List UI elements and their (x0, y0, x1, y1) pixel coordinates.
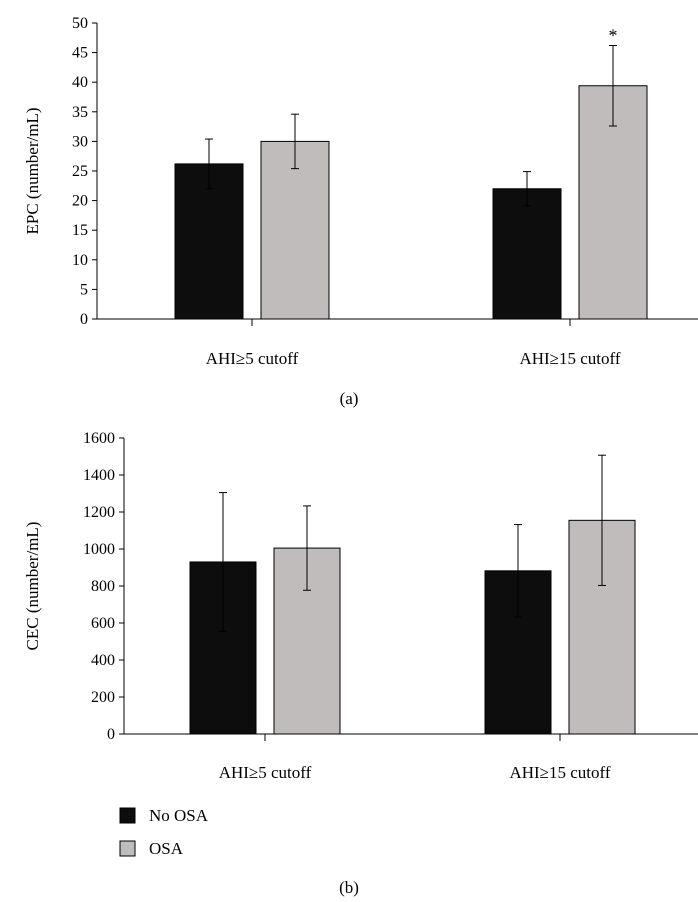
y-tick-label: 400 (91, 652, 115, 669)
bar (174, 163, 244, 320)
y-tick-label: 600 (91, 615, 115, 632)
x-tick-label: AHI≥5 cutoff (219, 763, 312, 782)
bar (260, 140, 330, 320)
y-tick-label: 10 (72, 252, 88, 269)
x-tick-label: AHI≥15 cutoff (519, 349, 620, 368)
y-tick-label: 1200 (83, 504, 115, 521)
y-tick-label: 0 (107, 726, 115, 743)
legend-label: No OSA (149, 806, 209, 825)
y-axis-label: EPC (number/mL) (23, 107, 42, 234)
panel-caption: (a) (340, 389, 359, 408)
y-tick-label: 1400 (83, 467, 115, 484)
y-tick-label: 0 (80, 311, 88, 328)
y-tick-label: 40 (72, 74, 88, 91)
y-tick-label: 15 (72, 222, 88, 239)
x-tick-label: AHI≥15 cutoff (509, 763, 610, 782)
y-tick-label: 50 (72, 15, 88, 32)
bar (492, 188, 562, 320)
y-tick-label: 30 (72, 133, 88, 150)
legend-label: OSA (149, 839, 184, 858)
y-tick-label: 1000 (83, 541, 115, 558)
y-tick-label: 1600 (83, 430, 115, 447)
y-tick-label: 25 (72, 163, 88, 180)
panel-caption: (b) (339, 878, 359, 897)
y-tick-label: 45 (72, 45, 88, 62)
y-tick-label: 200 (91, 689, 115, 706)
legend-swatch (119, 840, 136, 857)
y-axis-label: CEC (number/mL) (23, 522, 42, 651)
y-tick-label: 800 (91, 578, 115, 595)
significance-marker: * (609, 25, 618, 45)
x-tick-label: AHI≥5 cutoff (206, 349, 299, 368)
y-tick-label: 35 (72, 104, 88, 121)
y-tick-label: 5 (80, 281, 88, 298)
legend-swatch (119, 807, 136, 824)
y-tick-label: 20 (72, 193, 88, 210)
